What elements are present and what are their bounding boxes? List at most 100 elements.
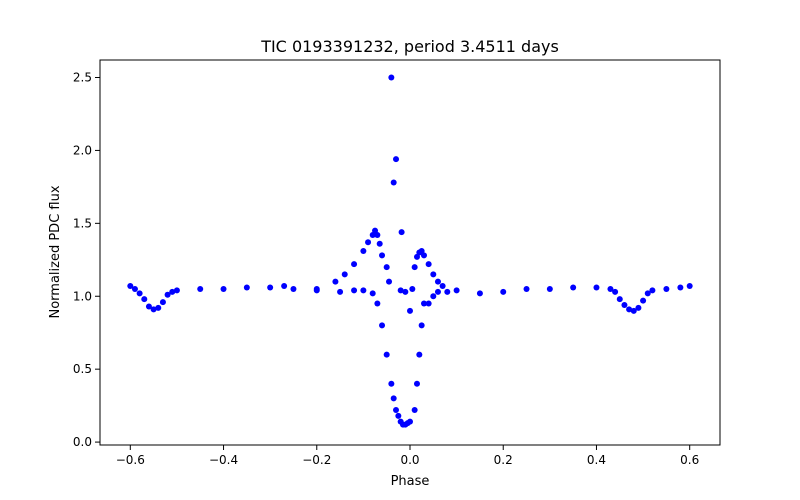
y-tick-label: 0.5 bbox=[73, 362, 92, 376]
y-tick-label: 2.0 bbox=[73, 143, 92, 157]
data-point bbox=[390, 395, 397, 402]
data-point bbox=[155, 304, 162, 311]
data-point bbox=[341, 271, 348, 278]
data-point bbox=[400, 421, 407, 428]
data-point bbox=[281, 283, 288, 290]
x-tick-label: 0.0 bbox=[400, 453, 419, 467]
data-point bbox=[420, 252, 427, 259]
y-tick-label: 2.5 bbox=[73, 71, 92, 85]
x-axis-ticks: −0.6 −0.4 −0.2 0.0 0.2 0.4 0.6 bbox=[116, 445, 699, 467]
x-tick-label: 0.4 bbox=[587, 453, 606, 467]
data-point bbox=[393, 407, 400, 413]
data-point bbox=[607, 285, 614, 292]
data-point bbox=[131, 285, 138, 292]
data-point bbox=[313, 285, 320, 292]
data-point bbox=[376, 240, 383, 247]
data-point bbox=[409, 285, 416, 292]
data-point bbox=[439, 283, 446, 290]
data-point bbox=[411, 407, 418, 413]
data-point bbox=[425, 300, 432, 307]
data-point bbox=[434, 278, 441, 285]
data-point bbox=[593, 284, 600, 291]
data-point bbox=[434, 288, 441, 295]
data-point bbox=[386, 278, 393, 285]
y-axis-ticks: 0.0 0.5 1.0 1.5 2.0 2.5 bbox=[73, 71, 100, 449]
data-point bbox=[411, 264, 418, 271]
x-tick-label: 0.2 bbox=[494, 453, 513, 467]
data-point bbox=[159, 299, 166, 306]
data-point bbox=[374, 232, 381, 238]
data-point bbox=[418, 322, 425, 329]
data-point bbox=[635, 304, 642, 311]
data-point bbox=[640, 297, 647, 304]
x-tick-label: −0.4 bbox=[209, 453, 238, 467]
data-point bbox=[612, 288, 619, 295]
x-axis-label: Phase bbox=[391, 474, 430, 489]
chart-title: TIC 0193391232, period 3.4511 days bbox=[260, 37, 559, 56]
data-point bbox=[407, 307, 413, 314]
data-point bbox=[383, 351, 390, 358]
data-point bbox=[686, 283, 693, 290]
y-tick-label: 1.0 bbox=[73, 289, 92, 303]
data-point bbox=[626, 306, 633, 313]
data-point bbox=[169, 288, 176, 295]
data-point bbox=[677, 284, 684, 291]
data-point bbox=[546, 285, 553, 292]
data-point bbox=[425, 261, 432, 268]
plot-frame bbox=[99, 59, 721, 446]
data-point bbox=[351, 287, 358, 294]
data-point bbox=[164, 291, 171, 298]
data-point bbox=[383, 264, 390, 271]
data-point bbox=[649, 287, 656, 294]
data-point bbox=[616, 296, 623, 303]
data-point bbox=[145, 303, 152, 310]
data-point bbox=[390, 179, 397, 186]
y-axis-label: Normalized PDC flux bbox=[48, 185, 63, 318]
data-point bbox=[500, 288, 507, 295]
data-point bbox=[150, 306, 157, 313]
data-point bbox=[136, 290, 143, 297]
data-point bbox=[393, 156, 400, 163]
data-point bbox=[141, 296, 148, 303]
y-tick-label: 1.5 bbox=[73, 216, 92, 230]
data-point bbox=[523, 285, 530, 292]
data-point bbox=[337, 288, 344, 295]
data-point bbox=[388, 74, 395, 81]
data-point bbox=[416, 351, 423, 358]
data-point bbox=[397, 287, 404, 294]
data-point bbox=[127, 283, 134, 290]
data-point bbox=[290, 285, 297, 292]
data-point bbox=[430, 293, 437, 300]
data-point bbox=[379, 322, 386, 329]
scatter-points bbox=[127, 74, 693, 428]
data-point bbox=[388, 380, 395, 387]
data-point bbox=[630, 307, 637, 314]
data-point bbox=[430, 271, 437, 278]
x-tick-label: −0.2 bbox=[302, 453, 331, 467]
x-tick-label: −0.6 bbox=[116, 453, 145, 467]
data-point bbox=[621, 302, 628, 308]
data-point bbox=[360, 287, 367, 294]
data-point bbox=[395, 412, 402, 419]
data-point bbox=[402, 288, 409, 295]
data-point bbox=[404, 420, 411, 427]
data-point bbox=[379, 252, 386, 259]
data-point bbox=[444, 288, 451, 295]
data-point bbox=[173, 287, 180, 294]
data-point bbox=[220, 285, 227, 292]
data-point bbox=[453, 287, 460, 294]
data-point bbox=[332, 278, 339, 285]
data-point bbox=[267, 284, 274, 291]
data-point bbox=[570, 284, 577, 291]
data-point bbox=[365, 239, 372, 246]
data-point bbox=[644, 290, 651, 297]
data-point bbox=[197, 285, 204, 292]
data-point bbox=[374, 300, 381, 307]
x-tick-label: 0.6 bbox=[680, 453, 699, 467]
data-point bbox=[663, 285, 670, 292]
data-point bbox=[351, 261, 358, 268]
data-point bbox=[413, 380, 420, 387]
data-point bbox=[369, 290, 376, 297]
